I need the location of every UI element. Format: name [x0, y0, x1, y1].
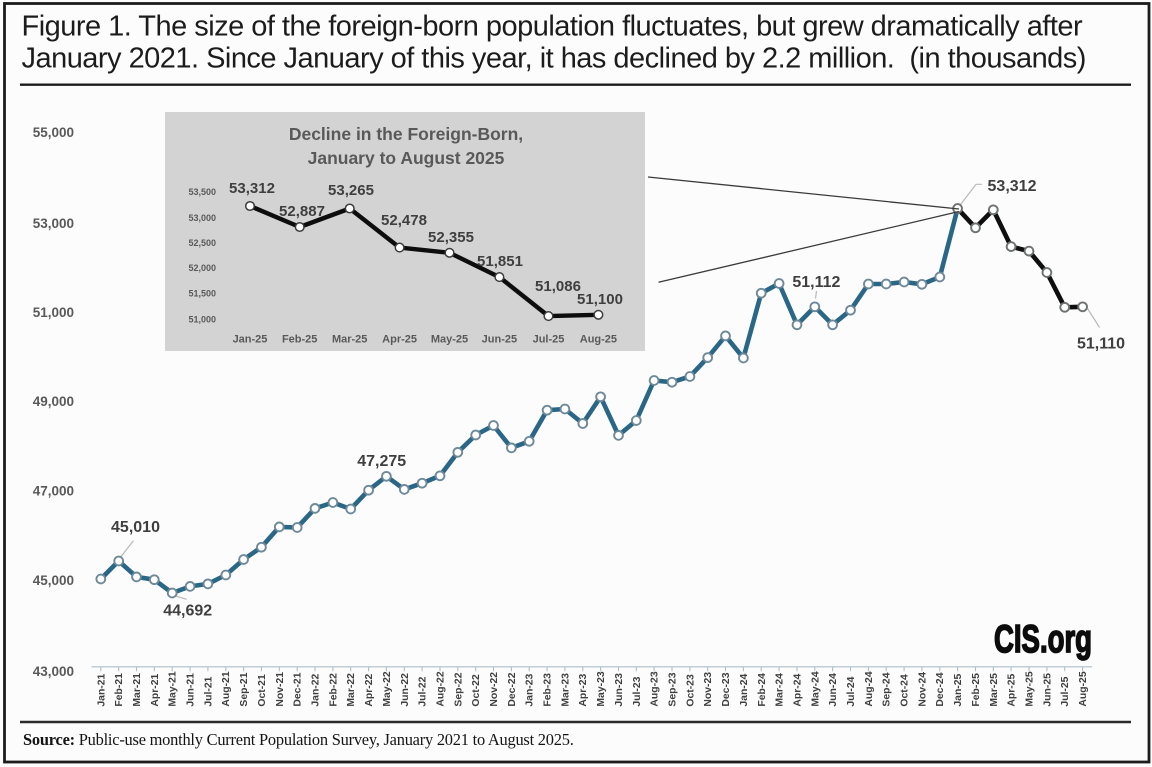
svg-text:51,112: 51,112 — [792, 274, 840, 291]
svg-text:Apr-22: Apr-22 — [364, 673, 375, 706]
svg-text:47,000: 47,000 — [33, 483, 74, 498]
svg-text:53,500: 53,500 — [188, 187, 216, 197]
svg-text:Jul-21: Jul-21 — [203, 676, 214, 706]
svg-text:51,000: 51,000 — [188, 314, 216, 324]
svg-text:53,000: 53,000 — [33, 216, 74, 231]
svg-text:Jan-24: Jan-24 — [739, 673, 750, 706]
svg-text:Aug-24: Aug-24 — [864, 671, 875, 706]
svg-text:Aug-25: Aug-25 — [1078, 671, 1089, 706]
svg-text:Jul-24: Jul-24 — [846, 676, 857, 706]
svg-text:Jun-25: Jun-25 — [482, 334, 517, 346]
svg-text:Figure 1. The size of the fore: Figure 1. The size of the foreign-born p… — [22, 11, 1083, 43]
svg-text:Feb-22: Feb-22 — [328, 673, 339, 707]
svg-text:51,500: 51,500 — [188, 289, 216, 299]
svg-text:Mar-24: Mar-24 — [775, 673, 786, 707]
svg-text:Oct-21: Oct-21 — [257, 674, 268, 707]
svg-text:53,265: 53,265 — [328, 182, 374, 199]
svg-text:Dec-23: Dec-23 — [721, 672, 732, 706]
svg-text:53,312: 53,312 — [988, 178, 1037, 195]
svg-text:Feb-25: Feb-25 — [282, 334, 317, 346]
svg-text:Aug-23: Aug-23 — [650, 671, 661, 706]
svg-text:Aug-21: Aug-21 — [221, 671, 232, 706]
svg-text:Apr-25: Apr-25 — [382, 334, 417, 346]
svg-text:47,275: 47,275 — [357, 453, 406, 470]
svg-text:Jul-22: Jul-22 — [418, 676, 429, 706]
svg-text:Aug-25: Aug-25 — [580, 334, 617, 346]
svg-text:Jun-23: Jun-23 — [614, 673, 625, 707]
svg-text:Oct-23: Oct-23 — [685, 674, 696, 707]
svg-text:Oct-22: Oct-22 — [471, 674, 482, 707]
svg-text:Mar-22: Mar-22 — [346, 673, 357, 707]
svg-text:51,000: 51,000 — [33, 305, 74, 320]
svg-text:52,478: 52,478 — [381, 212, 427, 229]
svg-text:January 2021. Since January of: January 2021. Since January of this year… — [22, 43, 1086, 75]
svg-text:Jan-23: Jan-23 — [525, 673, 536, 706]
svg-text:May-24: May-24 — [810, 671, 821, 706]
svg-text:Nov-24: Nov-24 — [917, 672, 928, 707]
svg-text:May-23: May-23 — [596, 671, 607, 706]
svg-text:51,086: 51,086 — [535, 278, 581, 295]
svg-text:43,000: 43,000 — [33, 664, 74, 679]
svg-text:Jun-21: Jun-21 — [186, 673, 197, 707]
svg-text:May-22: May-22 — [382, 671, 393, 706]
svg-text:Jun-22: Jun-22 — [400, 673, 411, 707]
svg-text:May-25: May-25 — [1025, 671, 1036, 706]
svg-text:Jul-23: Jul-23 — [632, 676, 643, 706]
svg-text:Jul-25: Jul-25 — [1060, 676, 1071, 706]
svg-text:44,692: 44,692 — [163, 602, 212, 619]
svg-text:45,000: 45,000 — [33, 573, 74, 588]
svg-text:Nov-23: Nov-23 — [703, 672, 714, 707]
svg-text:Sep-23: Sep-23 — [668, 672, 679, 706]
svg-text:Decline in the Foreign-Born,: Decline in the Foreign-Born, — [289, 124, 523, 144]
svg-text:53,312: 53,312 — [229, 180, 275, 197]
svg-text:January to August 2025: January to August 2025 — [308, 148, 505, 168]
svg-text:Jun-25: Jun-25 — [1042, 673, 1053, 707]
svg-text:Dec-24: Dec-24 — [935, 672, 946, 706]
svg-text:Apr-24: Apr-24 — [793, 673, 804, 706]
svg-text:Mar-23: Mar-23 — [560, 673, 571, 707]
svg-text:Jul-25: Jul-25 — [533, 334, 565, 346]
svg-text:Mar-25: Mar-25 — [332, 334, 367, 346]
svg-text:Apr-23: Apr-23 — [578, 673, 589, 706]
svg-text:Mar-21: Mar-21 — [132, 673, 143, 707]
svg-text:Feb-23: Feb-23 — [543, 673, 554, 707]
svg-text:49,000: 49,000 — [33, 394, 74, 409]
svg-text:Jan-22: Jan-22 — [311, 673, 322, 706]
svg-text:51,100: 51,100 — [577, 291, 623, 308]
svg-text:Apr-25: Apr-25 — [1007, 673, 1018, 706]
svg-text:Mar-25: Mar-25 — [989, 673, 1000, 707]
svg-text:May-25: May-25 — [431, 334, 468, 346]
svg-text:Feb-21: Feb-21 — [114, 673, 125, 707]
svg-text:Jun-24: Jun-24 — [828, 673, 839, 707]
svg-text:Nov-22: Nov-22 — [489, 672, 500, 707]
svg-text:51,110: 51,110 — [1077, 335, 1125, 352]
svg-text:May-21: May-21 — [168, 671, 179, 706]
svg-text:52,000: 52,000 — [188, 263, 216, 273]
svg-text:Jan-25: Jan-25 — [233, 334, 268, 346]
svg-text:CIS.org: CIS.org — [994, 618, 1092, 661]
svg-text:55,000: 55,000 — [33, 125, 74, 140]
svg-text:Sep-22: Sep-22 — [453, 672, 464, 706]
svg-text:Source: Public-use monthly Cur: Source: Public-use monthly Current Popul… — [23, 730, 574, 749]
svg-text:Dec-21: Dec-21 — [293, 672, 304, 706]
svg-text:Jan-21: Jan-21 — [96, 673, 107, 706]
svg-text:Feb-25: Feb-25 — [971, 673, 982, 707]
svg-text:Nov-21: Nov-21 — [275, 672, 286, 707]
svg-text:51,851: 51,851 — [477, 253, 523, 270]
svg-text:Aug-22: Aug-22 — [436, 671, 447, 706]
svg-text:52,500: 52,500 — [188, 238, 216, 248]
svg-text:Apr-21: Apr-21 — [150, 673, 161, 706]
svg-text:53,000: 53,000 — [188, 213, 216, 223]
svg-text:Sep-24: Sep-24 — [882, 672, 893, 706]
svg-text:52,887: 52,887 — [279, 203, 325, 220]
svg-text:45,010: 45,010 — [111, 519, 160, 536]
svg-text:Dec-22: Dec-22 — [507, 672, 518, 706]
svg-text:Oct-24: Oct-24 — [900, 674, 911, 707]
svg-text:Jan-25: Jan-25 — [953, 673, 964, 706]
svg-text:52,355: 52,355 — [428, 229, 474, 246]
svg-text:Feb-24: Feb-24 — [757, 673, 768, 707]
svg-text:Sep-21: Sep-21 — [239, 672, 250, 706]
